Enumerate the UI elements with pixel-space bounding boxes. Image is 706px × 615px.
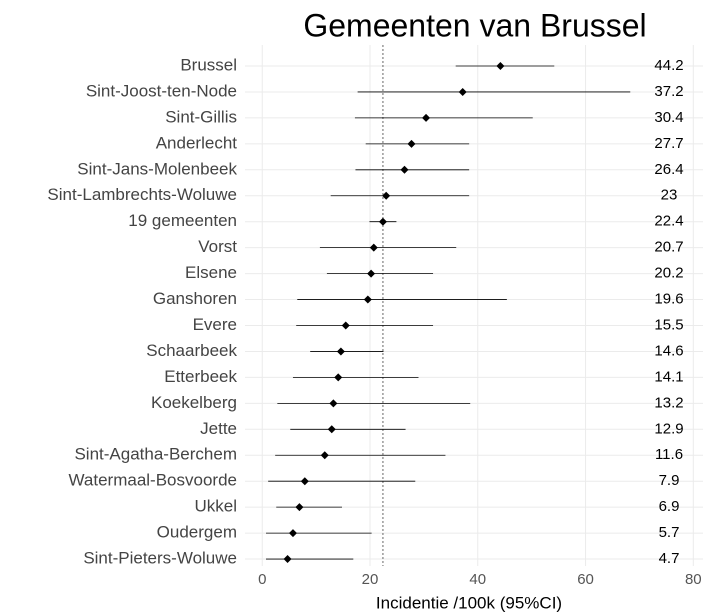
y-tick-label: Ukkel [194, 497, 237, 516]
x-tick-label: 20 [362, 571, 379, 588]
y-tick-label: Anderlecht [156, 133, 238, 152]
y-tick-label: Sint-Gillis [165, 107, 237, 126]
value-label: 7.9 [659, 472, 680, 489]
point [363, 295, 372, 304]
point [329, 399, 338, 408]
y-tick-label: Koekelberg [151, 393, 237, 412]
value-label: 5.7 [659, 524, 680, 541]
value-label: 22.4 [654, 213, 683, 230]
value-label: 44.2 [654, 57, 683, 74]
point [369, 243, 378, 252]
value-label: 26.4 [654, 161, 683, 178]
point [496, 62, 505, 70]
point [378, 217, 387, 226]
point [407, 139, 416, 148]
point [458, 87, 467, 96]
y-tick-label: Vorst [198, 237, 237, 256]
value-label: 13.2 [654, 394, 683, 411]
point [283, 555, 292, 564]
x-tick-label: 0 [258, 571, 266, 588]
y-tick-label: Watermaal-Bosvoorde [69, 471, 238, 490]
y-tick-label: Elsene [185, 263, 237, 282]
value-label: 20.2 [654, 265, 683, 282]
y-tick-label: Sint-Agatha-Berchem [74, 445, 237, 464]
value-label: 23 [661, 187, 678, 204]
value-label: 20.7 [654, 239, 683, 256]
value-label: 12.9 [654, 420, 683, 437]
y-tick-label: Sint-Jans-Molenbeek [77, 159, 237, 178]
point [336, 347, 345, 356]
y-tick-label: Oudergem [157, 523, 237, 542]
point [300, 477, 309, 486]
y-tick-label: Jette [200, 419, 237, 438]
y-tick-label: Ganshoren [153, 289, 237, 308]
x-tick-label: 60 [577, 571, 594, 588]
y-tick-label: Sint-Joost-ten-Node [86, 81, 237, 100]
y-tick-label: Etterbeek [164, 367, 237, 386]
x-tick-label: 80 [685, 571, 702, 588]
value-label: 37.2 [654, 83, 683, 100]
x-axis-label: Incidentie /100k (95%CI) [376, 593, 562, 612]
value-label: 27.7 [654, 135, 683, 152]
point [367, 269, 376, 278]
y-tick-label: Schaarbeek [146, 341, 237, 360]
value-label: 14.6 [654, 342, 683, 359]
value-label: 19.6 [654, 291, 683, 308]
y-tick-label: Sint-Lambrechts-Woluwe [47, 185, 237, 204]
point [382, 191, 391, 200]
point [327, 425, 336, 434]
value-label: 14.1 [654, 368, 683, 385]
y-tick-label: 19 gemeenten [128, 211, 237, 230]
y-tick-label: Evere [193, 315, 237, 334]
point [288, 529, 297, 538]
value-label: 4.7 [659, 550, 680, 567]
chart-title: Gemeenten van Brussel [303, 7, 646, 43]
point [400, 165, 409, 174]
y-tick-label: Sint-Pieters-Woluwe [83, 549, 237, 568]
value-label: 6.9 [659, 498, 680, 515]
value-label: 30.4 [654, 109, 683, 126]
value-label: 15.5 [654, 316, 683, 333]
y-tick-label: Brussel [180, 55, 237, 74]
x-tick-label: 40 [469, 571, 486, 588]
point [422, 113, 431, 122]
point [341, 321, 350, 330]
value-label: 11.6 [655, 446, 683, 463]
point [295, 503, 304, 512]
point [320, 451, 329, 460]
point [334, 373, 343, 382]
